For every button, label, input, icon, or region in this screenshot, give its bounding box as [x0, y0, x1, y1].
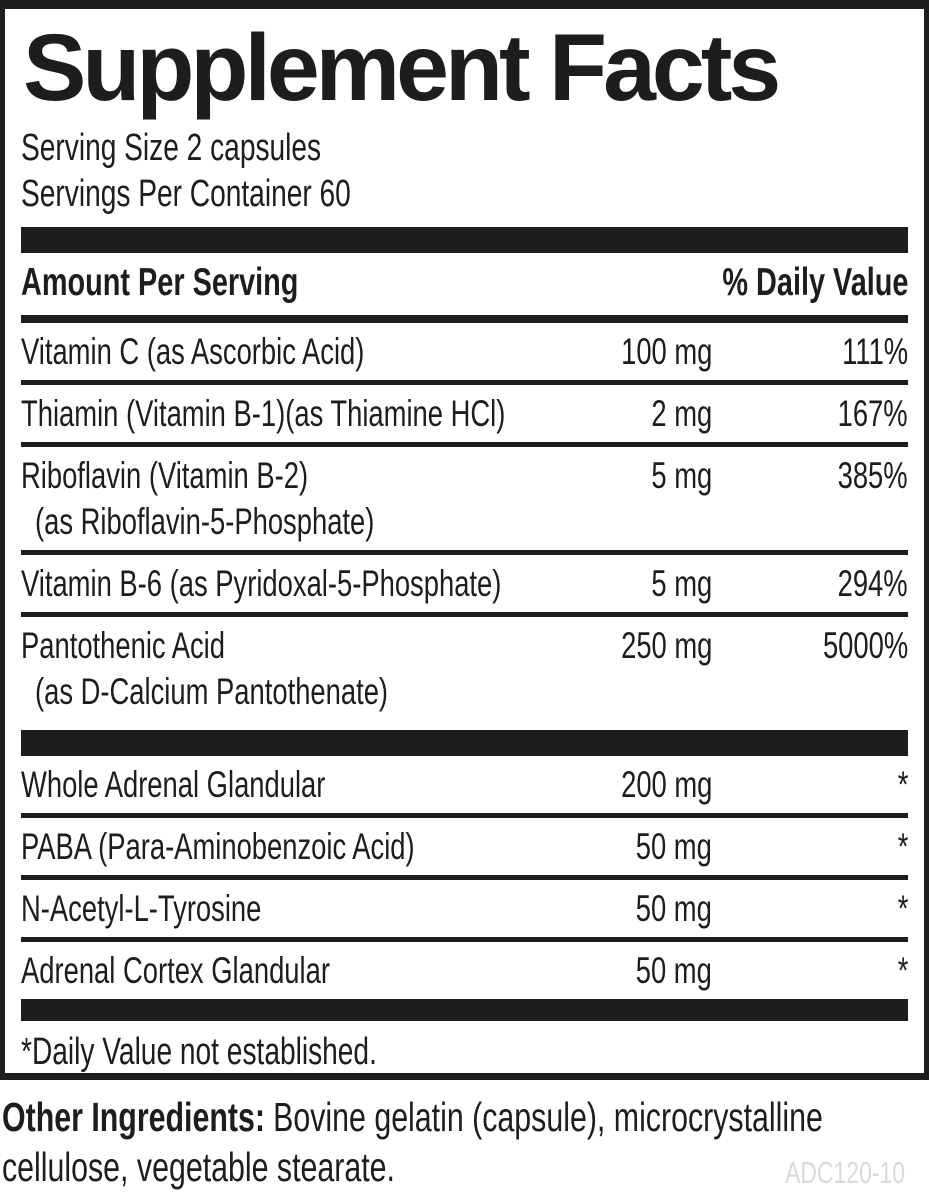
daily-value: 385%	[712, 453, 908, 499]
row-rule	[21, 380, 908, 385]
table-row: Whole Adrenal Glandular 200 mg *	[21, 756, 908, 813]
amount-text: 250 mg	[620, 625, 712, 666]
ingredient-name: Pantothenic Acid (as D-Calcium Pantothen…	[21, 623, 562, 715]
other-ingredients-text: Bovine gelatin (capsule), microcrystalli…	[273, 1094, 823, 1140]
daily-value-text: 294%	[837, 563, 908, 604]
daily-value: 111%	[712, 329, 908, 375]
daily-value: 5000%	[712, 623, 908, 669]
section-divider-bottom	[21, 999, 908, 1021]
table-row: Vitamin B-6 (as Pyridoxal-5-Phosphate) 5…	[21, 555, 908, 612]
ingredient-name-text: Pantothenic Acid	[21, 625, 225, 666]
ingredient-name-text: PABA (Para-Aminobenzoic Acid)	[21, 826, 415, 867]
other-ingredients-label: Other Ingredients:	[2, 1094, 265, 1140]
amount-value: 250 mg	[562, 623, 712, 669]
amount-value: 100 mg	[562, 329, 712, 375]
amount-text: 50 mg	[635, 950, 712, 991]
product-code: ADC120-10	[743, 1148, 905, 1198]
amount-value: 2 mg	[562, 391, 712, 437]
daily-value: *	[712, 948, 908, 994]
daily-value-text: 385%	[837, 455, 908, 496]
daily-value: *	[712, 886, 908, 932]
table-row: Riboflavin (Vitamin B-2) (as Riboflavin-…	[21, 447, 908, 550]
amount-text: 200 mg	[620, 764, 712, 805]
ingredient-name-text: Vitamin B-6 (as Pyridoxal-5-Phosphate)	[21, 563, 502, 604]
daily-value-text: 167%	[837, 393, 908, 434]
table-row: PABA (Para-Aminobenzoic Acid) 50 mg *	[21, 818, 908, 875]
ingredient-name-text: Vitamin C (as Ascorbic Acid)	[21, 331, 365, 372]
row-rule	[21, 813, 908, 818]
other-ingredients-line2: cellulose, vegetable stearate.	[2, 1142, 927, 1192]
table-row: Thiamin (Vitamin B-1)(as Thiamine HCl) 2…	[21, 385, 908, 442]
daily-value-asterisk: *	[897, 764, 908, 805]
row-rule	[21, 612, 908, 617]
other-ingredients-line1: Other Ingredients: Bovine gelatin (capsul…	[2, 1092, 927, 1142]
other-ingredients-text: cellulose, vegetable stearate.	[2, 1144, 395, 1190]
product-code-text: ADC120-10	[785, 1155, 905, 1190]
daily-value: *	[712, 762, 908, 808]
amount-value: 50 mg	[562, 886, 712, 932]
ingredient-name-text: Whole Adrenal Glandular	[21, 764, 326, 805]
daily-value-asterisk: *	[897, 950, 908, 991]
amount-value: 50 mg	[562, 948, 712, 994]
serving-size: Serving Size 2 capsules	[21, 125, 908, 171]
daily-value-text: 111%	[842, 331, 908, 372]
row-rule	[21, 875, 908, 880]
servings-per-container: Servings Per Container 60	[21, 171, 908, 217]
row-rule	[21, 442, 908, 447]
ingredient-name: PABA (Para-Aminobenzoic Acid)	[21, 824, 562, 870]
serving-size-text: Serving Size 2 capsules	[21, 127, 322, 169]
row-rule	[21, 550, 908, 555]
ingredient-name: Whole Adrenal Glandular	[21, 762, 562, 808]
ingredient-name: Vitamin C (as Ascorbic Acid)	[21, 329, 562, 375]
ingredient-name-secondary: (as Riboflavin-5-Phosphate)	[35, 501, 375, 542]
daily-value-header: % Daily Value	[721, 261, 908, 304]
ingredient-name-text: Riboflavin (Vitamin B-2)	[21, 455, 309, 496]
amount-value: 5 mg	[562, 453, 712, 499]
daily-value-asterisk: *	[897, 826, 908, 867]
amount-per-serving-header: Amount Per Serving	[21, 261, 299, 304]
table-row: Vitamin C (as Ascorbic Acid) 100 mg 111%	[21, 323, 908, 380]
ingredient-name: Vitamin B-6 (as Pyridoxal-5-Phosphate)	[21, 561, 562, 607]
table-row: Adrenal Cortex Glandular 50 mg *	[21, 942, 908, 999]
amount-text: 50 mg	[635, 826, 712, 867]
amount-value: 5 mg	[562, 561, 712, 607]
column-header-row: Amount Per Serving % Daily Value	[21, 253, 908, 315]
amount-value: 50 mg	[562, 824, 712, 870]
daily-value: *	[712, 824, 908, 870]
table-row: Pantothenic Acid (as D-Calcium Pantothen…	[21, 617, 908, 720]
ingredient-name: Riboflavin (Vitamin B-2) (as Riboflavin-…	[21, 453, 562, 545]
amount-value: 200 mg	[562, 762, 712, 808]
ingredient-name: Adrenal Cortex Glandular	[21, 948, 562, 994]
amount-text: 5 mg	[651, 455, 712, 496]
amount-text: 100 mg	[620, 331, 712, 372]
servings-per-container-text: Servings Per Container 60	[21, 173, 351, 215]
ingredient-name-text: N-Acetyl-L-Tyrosine	[21, 888, 262, 929]
ingredient-name: Thiamin (Vitamin B-1)(as Thiamine HCl)	[21, 391, 562, 437]
daily-value-asterisk: *	[897, 888, 908, 929]
supplement-facts-panel: Supplement Facts Serving Size 2 capsules…	[0, 0, 929, 1080]
section-divider-middle	[21, 730, 908, 756]
amount-text: 50 mg	[635, 888, 712, 929]
ingredient-name-text: Adrenal Cortex Glandular	[21, 950, 330, 991]
footnote-text: *Daily Value not established.	[21, 1031, 377, 1073]
row-rule	[21, 937, 908, 942]
other-ingredients: Other Ingredients: Bovine gelatin (capsul…	[2, 1092, 927, 1192]
amount-text: 5 mg	[651, 563, 712, 604]
amount-text: 2 mg	[651, 393, 712, 434]
table-row: N-Acetyl-L-Tyrosine 50 mg *	[21, 880, 908, 937]
ingredient-name: N-Acetyl-L-Tyrosine	[21, 886, 562, 932]
header-rule	[21, 315, 908, 323]
daily-value-text: 5000%	[822, 625, 908, 666]
ingredient-name-secondary: (as D-Calcium Pantothenate)	[35, 671, 389, 712]
section-divider-top	[21, 227, 908, 253]
daily-value: 167%	[712, 391, 908, 437]
daily-value: 294%	[712, 561, 908, 607]
footnote: *Daily Value not established.	[21, 1021, 908, 1073]
ingredient-name-text: Thiamin (Vitamin B-1)(as Thiamine HCl)	[21, 393, 506, 434]
panel-title: Supplement Facts	[23, 15, 781, 121]
